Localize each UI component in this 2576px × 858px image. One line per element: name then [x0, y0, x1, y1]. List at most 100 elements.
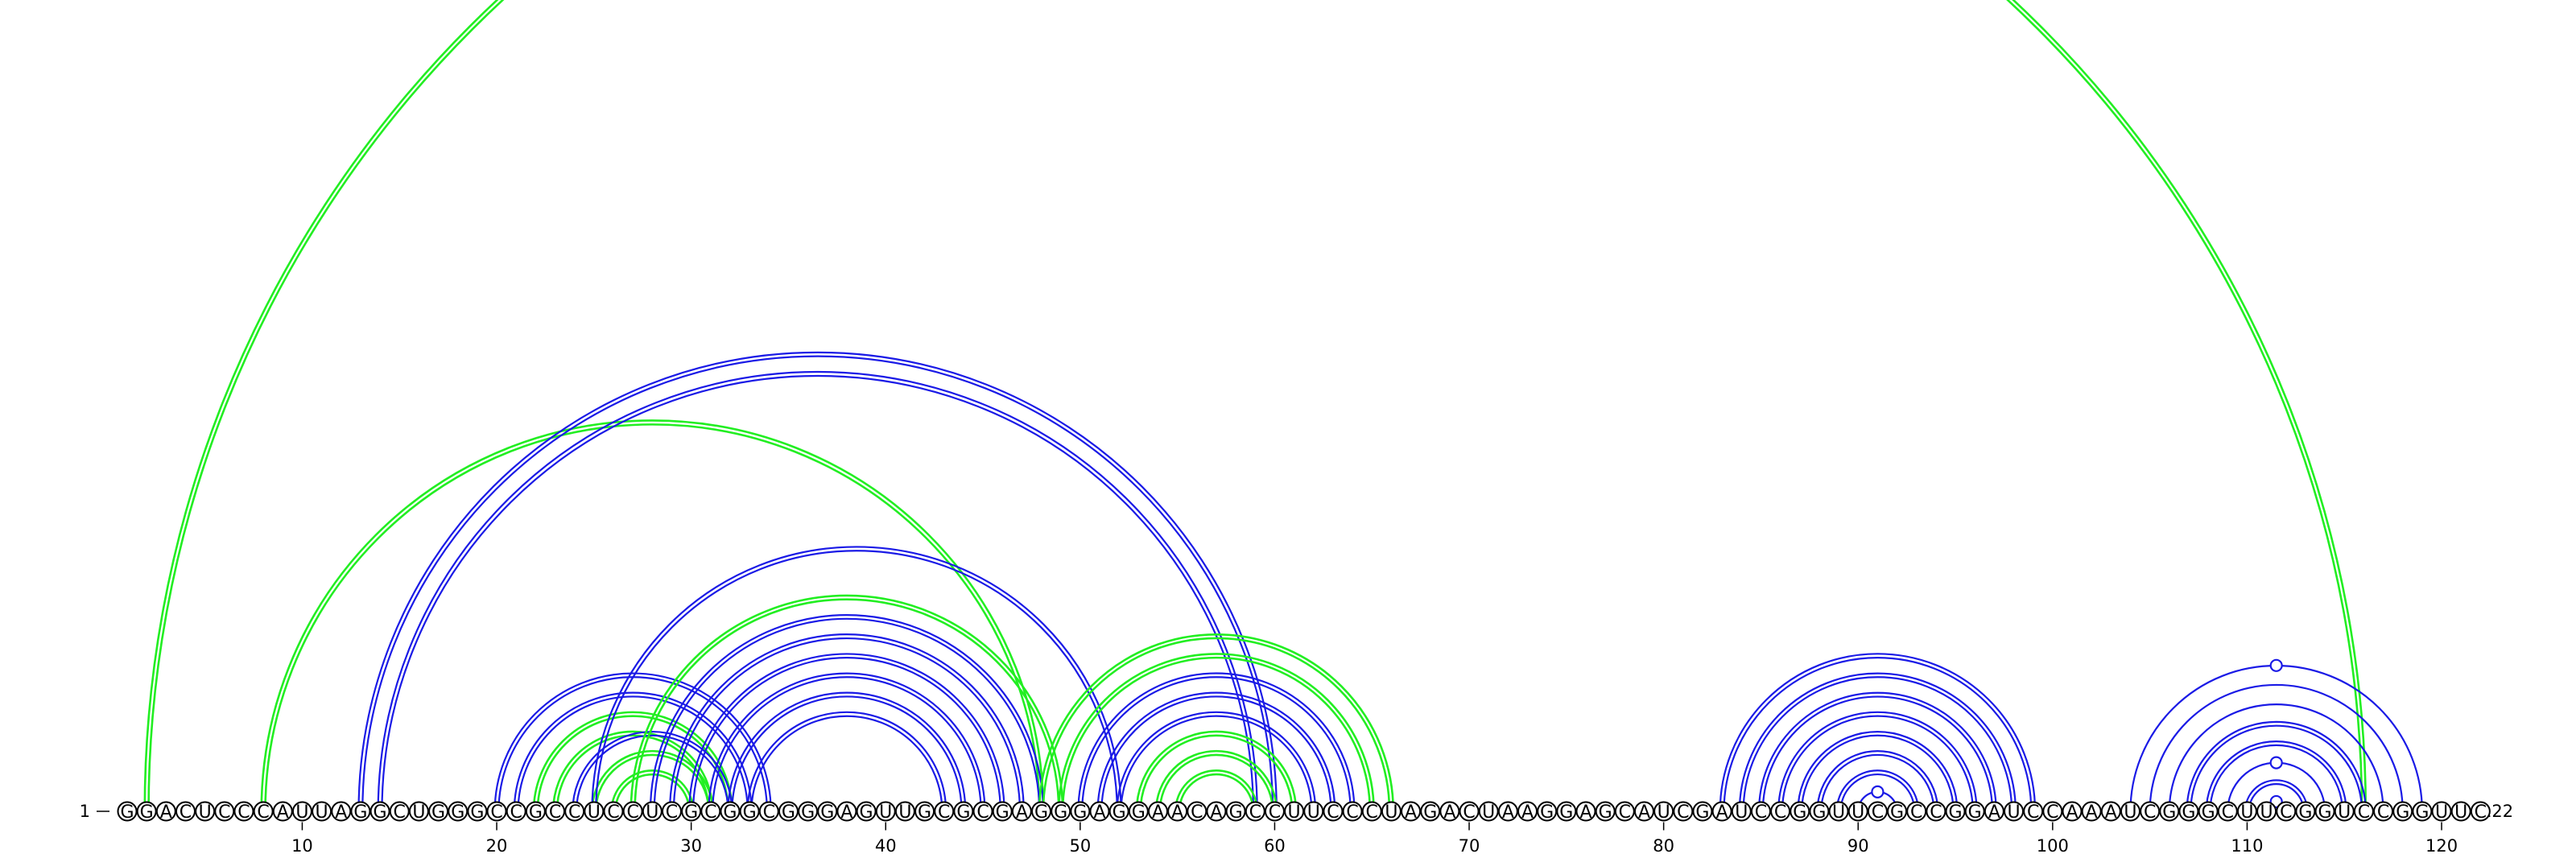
nucleotide-circle — [2120, 801, 2140, 822]
nucleotide-circle — [448, 801, 469, 822]
nucleotide: C — [2373, 801, 2394, 823]
nucleotide: C — [2353, 801, 2374, 823]
arc-21-33-line-2 — [513, 691, 753, 812]
nucleotide: G — [1964, 801, 1985, 823]
nucleotide-letter: C — [1346, 802, 1358, 823]
nucleotide-letter: G — [996, 802, 1009, 823]
nucleotide: C — [1673, 801, 1694, 823]
nucleotide-letter: C — [1463, 802, 1475, 823]
nucleotide-circle — [1575, 801, 1596, 822]
nucleotide-letter: U — [199, 802, 212, 823]
nucleotide-circle — [1401, 801, 1422, 822]
arc-33-43-line-2 — [746, 711, 947, 812]
arc-2-116-line-1 — [147, 0, 2363, 812]
nucleotide-letter: G — [820, 802, 834, 823]
nucleotide-circle — [272, 801, 293, 822]
arc-108-115-line-1 — [2209, 744, 2343, 812]
nucleotide-letter: A — [1443, 802, 1455, 823]
nucleotide-circle — [1147, 801, 1168, 822]
nucleotide-letter: C — [568, 802, 580, 823]
nucleotide-circle — [914, 801, 935, 822]
arc-84-98-line-1 — [1742, 676, 2013, 812]
nucleotide: C — [758, 801, 779, 823]
nucleotide-letter: G — [140, 802, 154, 823]
nucleotide-circle — [642, 801, 663, 822]
nucleotide: G — [953, 801, 974, 823]
nucleotide-circle — [2198, 801, 2219, 822]
nucleotide-letter: G — [2182, 802, 2195, 823]
arc-24-32-line-2 — [572, 730, 733, 812]
nucleotide: A — [836, 801, 857, 823]
nucleotide: G — [1809, 801, 1830, 823]
arc-30-46-line-2 — [688, 653, 1005, 812]
nucleotide-letter: C — [1774, 802, 1786, 823]
nucleotide-circle — [506, 801, 526, 822]
nucleotide-circle — [972, 801, 993, 822]
position-tick-label: 120 — [2425, 836, 2458, 856]
nucleotide: G — [856, 801, 877, 823]
arc-85-97-line-2 — [1757, 691, 1997, 812]
nucleotide-letter: A — [1521, 802, 1534, 823]
nucleotide-circle — [1323, 801, 1344, 822]
nucleotide-letter: C — [490, 802, 502, 823]
arc-104-119 — [2129, 664, 2423, 812]
arc-26-30-line-1 — [614, 773, 691, 812]
nucleotide: G — [2392, 801, 2413, 823]
nucleotide-circle — [1847, 801, 1868, 822]
nucleotide: A — [1633, 801, 1654, 823]
nucleotide: A — [2100, 801, 2121, 823]
nucleotide-circle — [1128, 801, 1149, 822]
nucleotide-circle — [2042, 801, 2063, 822]
nucleotide-letter: C — [2046, 802, 2058, 823]
nucleotide: C — [2140, 801, 2161, 823]
arc-2-116-line-2 — [143, 0, 2368, 812]
nucleotide-circle — [758, 801, 779, 822]
nucleotide: G — [739, 801, 760, 823]
nucleotide-letter: C — [763, 802, 775, 823]
nucleotide: U — [1303, 801, 1324, 823]
nucleotide: G — [914, 801, 935, 823]
nucleotide: U — [2450, 801, 2471, 823]
nucleotide: G — [117, 801, 138, 823]
nucleotide-circle — [467, 801, 488, 822]
arc-29-47-line-2 — [668, 633, 1025, 812]
arc-49-65-line-2 — [1057, 653, 1375, 812]
nucleotide-letter: C — [2358, 802, 2370, 823]
nucleotide-letter: U — [588, 802, 601, 823]
nucleotide-circle — [992, 801, 1013, 822]
nucleotide: G — [2198, 801, 2219, 823]
nucleotide-circle — [389, 801, 410, 822]
nucleotide-letter: C — [2475, 802, 2487, 823]
arc-85-97-line-1 — [1761, 695, 1994, 812]
nucleotide-circle — [1770, 801, 1791, 822]
position-tick-label: 90 — [1847, 836, 1869, 856]
nucleotide: G — [2159, 801, 2180, 823]
nucleotide: A — [1167, 801, 1188, 823]
nucleotide-circle — [1439, 801, 1460, 822]
nucleotide: G — [1537, 801, 1558, 823]
nucleotide-letter: U — [1385, 802, 1397, 823]
nucleotide: U — [1847, 801, 1868, 823]
nucleotide-circle — [486, 801, 507, 822]
nucleotide: G — [1051, 801, 1071, 823]
nucleotide: G — [1420, 801, 1441, 823]
arc-110-113-line-2 — [2244, 779, 2309, 812]
nucleotide-circle — [1225, 801, 1246, 822]
nucleotide-circle — [2100, 801, 2121, 822]
nucleotide: C — [972, 801, 993, 823]
nucleotide-letter: A — [1502, 802, 1514, 823]
nucleotide-letter: G — [684, 802, 698, 823]
arc-29-47-line-1 — [672, 637, 1022, 812]
nucleotide-letter: U — [2338, 802, 2351, 823]
nucleotide: A — [272, 801, 293, 823]
nucleotide-circle — [681, 801, 702, 822]
nucleotide-letter: C — [1930, 802, 1942, 823]
nucleotide-letter: C — [218, 802, 230, 823]
arc-49-65-line-1 — [1061, 656, 1372, 812]
nucleotide-circle — [1011, 801, 1032, 822]
nucleotide: G — [448, 801, 469, 823]
nucleotide-letter: A — [1210, 802, 1222, 823]
nucleotide-letter: G — [2202, 802, 2215, 823]
nucleotide-circle — [369, 801, 390, 822]
nucleotide-circle — [312, 801, 332, 822]
